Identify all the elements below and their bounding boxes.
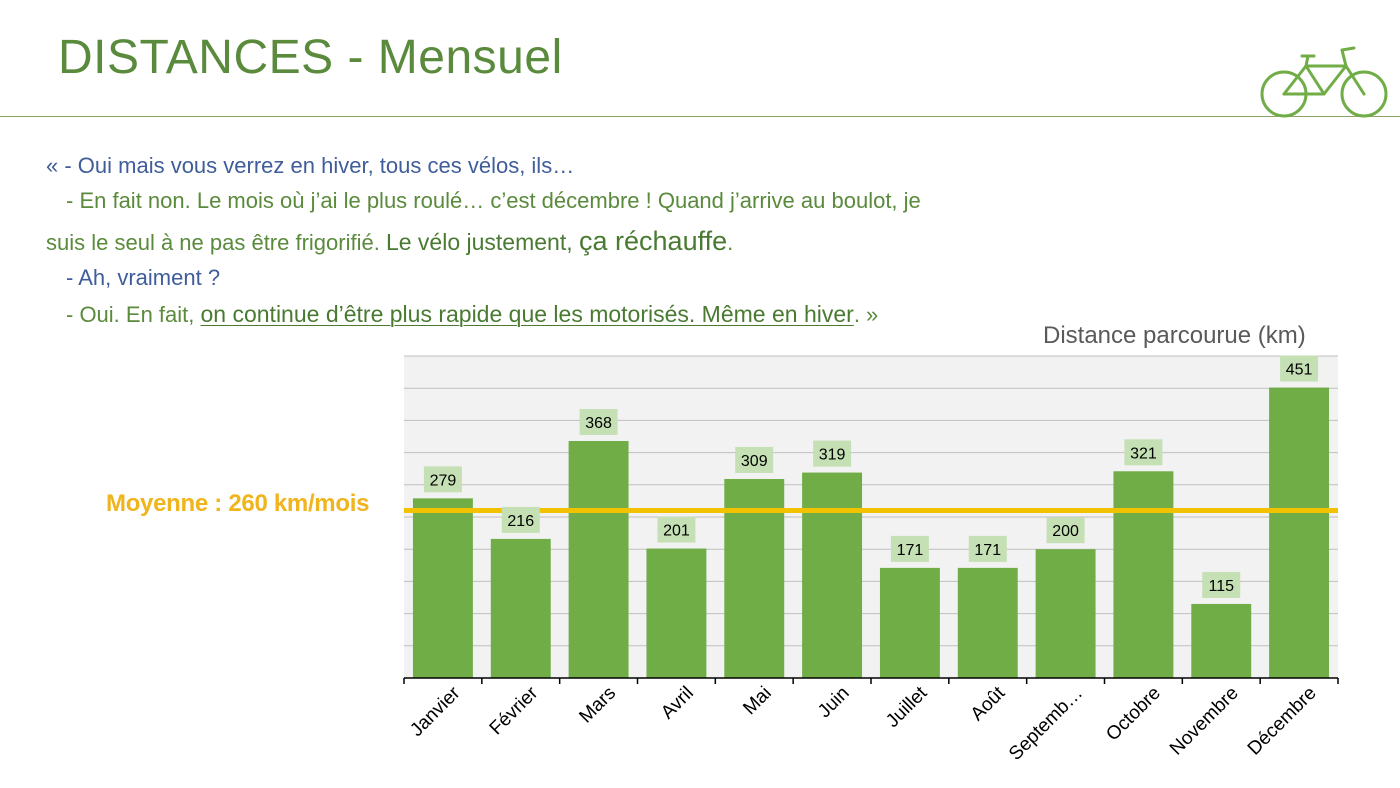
bar-6 [879, 567, 940, 678]
quote-line-3-text: suis le seul à ne pas être frigorifié. [46, 230, 386, 255]
data-label-bg [1046, 517, 1085, 544]
data-label-bg [890, 535, 929, 562]
data-label-bg [813, 440, 852, 467]
x-tick-label: Janvier [406, 682, 465, 741]
data-label-bg [968, 535, 1007, 562]
x-tick-label: Décembre [1244, 683, 1321, 760]
data-label: 200 [1052, 523, 1079, 540]
bar-1 [490, 538, 551, 678]
bar-7 [957, 567, 1018, 678]
quote-line-3-end: . [727, 230, 734, 255]
bar-8 [1035, 549, 1096, 678]
data-label: 368 [585, 415, 612, 432]
x-tick-label: Juin [814, 683, 853, 722]
quote-emphasis: Le vélo justement, [385, 229, 580, 255]
quote-line-4: - Ah, vraiment ? [66, 265, 221, 290]
x-tick-label: Novembre [1166, 683, 1243, 760]
quote-line-5: - Oui. En fait, on continue d’être plus … [66, 301, 878, 328]
bar-3 [646, 548, 707, 678]
bar-2 [568, 441, 629, 678]
data-label-bg [657, 516, 696, 543]
quote-line-2: - En fait non. Le mois où j’ai le plus r… [66, 188, 921, 213]
bar-0 [412, 498, 473, 678]
data-label: 279 [430, 472, 457, 489]
title-divider [0, 116, 1400, 117]
data-label: 321 [1130, 445, 1157, 462]
data-label: 201 [663, 523, 690, 540]
average-label: Moyenne : 260 km/mois [106, 490, 370, 517]
quote-line-5-text: - Oui. En fait, [66, 302, 201, 327]
chart-title: Distance parcourue (km) [1043, 322, 1306, 349]
x-tick-label: Septemb… [1005, 683, 1087, 765]
data-label-bg [1202, 571, 1241, 598]
quote-emphasis-large: ça réchauffe [579, 226, 728, 256]
quote-underlined-text: on continue d’être plus rapide que les m… [200, 301, 854, 327]
data-label: 319 [819, 447, 846, 464]
data-label-bg [423, 466, 462, 493]
bar-11 [1269, 387, 1330, 678]
quote-line-5-end: . » [853, 302, 879, 327]
data-label: 451 [1286, 362, 1313, 379]
x-tick-label: Juillet [882, 682, 932, 732]
data-label-bg [579, 409, 618, 436]
data-label: 115 [1208, 578, 1234, 595]
x-tick-label: Avril [657, 683, 698, 724]
data-label-bg [501, 506, 540, 533]
data-label-bg [1280, 355, 1319, 382]
data-label-bg [735, 447, 774, 474]
x-tick-label: Août [967, 682, 1010, 725]
quote-line-3: suis le seul à ne pas être frigorifié. L… [46, 228, 733, 256]
data-label-bg [1124, 439, 1163, 466]
data-label: 216 [507, 513, 534, 530]
x-tick-label: Mars [575, 683, 620, 728]
data-label: 309 [741, 453, 768, 470]
data-label: 171 [897, 542, 924, 559]
x-tick-label: Octobre [1102, 683, 1165, 746]
bicycle-icon [1260, 46, 1388, 118]
quote-line-1: « - Oui mais vous verrez en hiver, tous … [46, 153, 575, 178]
x-tick-label: Mai [739, 683, 776, 720]
data-label: 171 [974, 542, 1001, 559]
x-tick-label: Février [486, 682, 543, 739]
page-title: DISTANCES - Mensuel [58, 31, 563, 84]
bar-10 [1191, 603, 1252, 678]
bar-5 [802, 472, 863, 678]
bar-9 [1113, 471, 1174, 678]
